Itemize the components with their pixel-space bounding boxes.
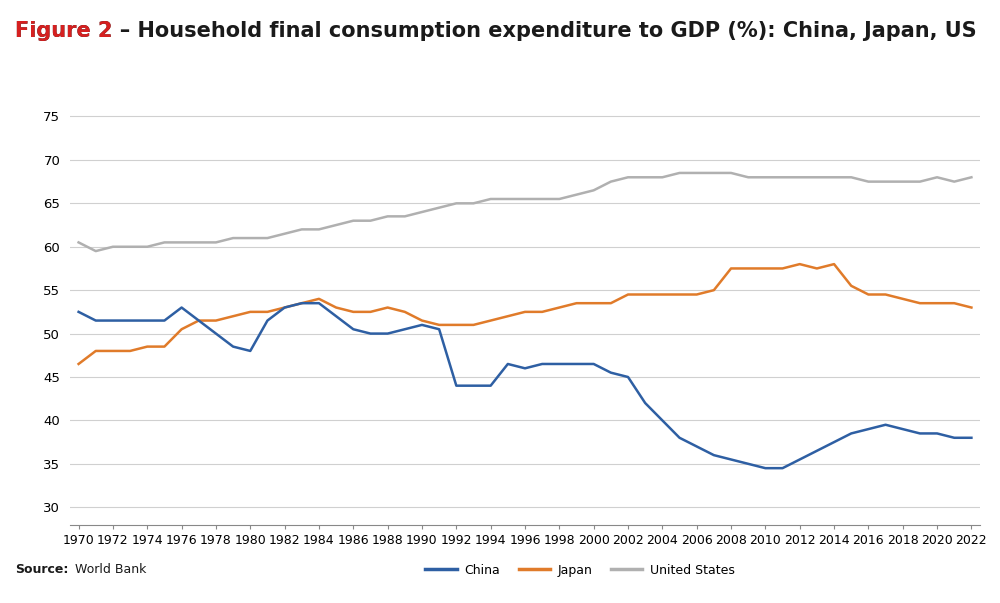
Text: Source:: Source: xyxy=(15,563,68,576)
Text: Figure 2: Figure 2 xyxy=(15,21,112,41)
Legend: China, Japan, United States: China, Japan, United States xyxy=(420,558,740,582)
Text: World Bank: World Bank xyxy=(75,563,146,576)
Text: Figure 2 – Household final consumption expenditure to GDP (%): China, Japan, US: Figure 2 – Household final consumption e… xyxy=(15,21,977,41)
